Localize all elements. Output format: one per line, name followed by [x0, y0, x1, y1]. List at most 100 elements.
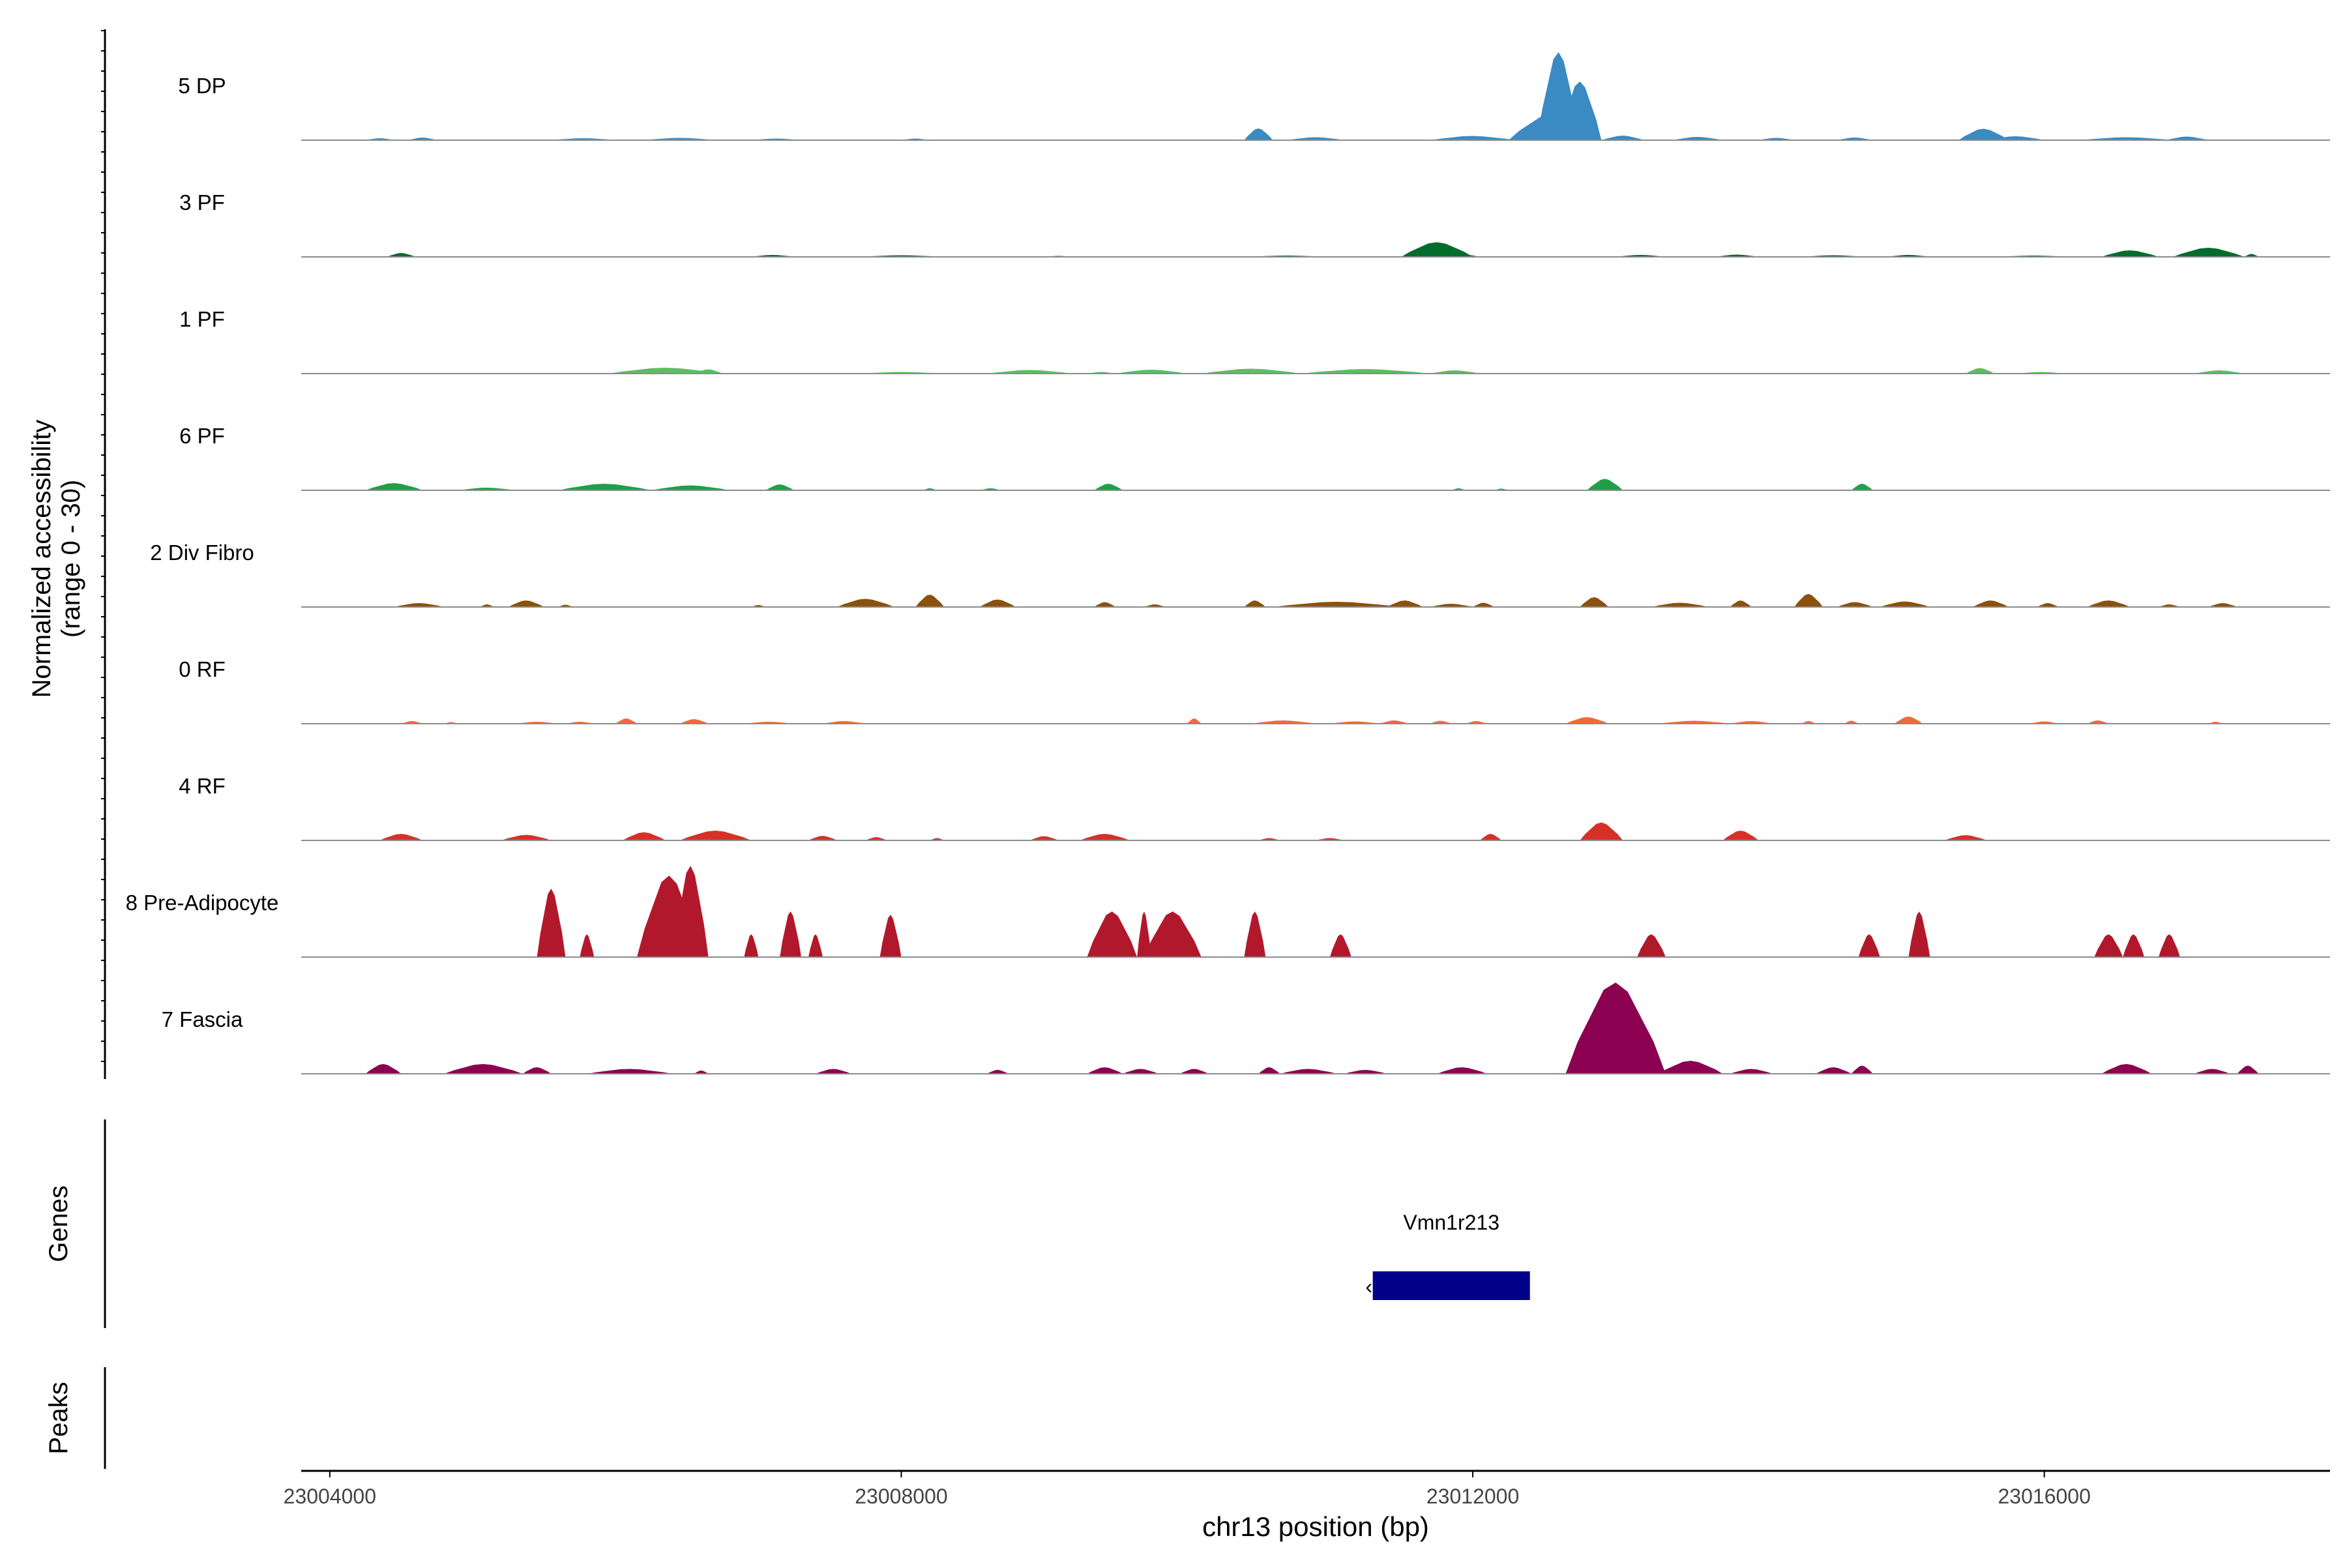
track-0-peak-6	[1244, 128, 1273, 140]
track-0-peak-13	[1672, 137, 1723, 140]
track-5-peak-11	[1380, 720, 1409, 724]
track-6-peak-13	[1722, 831, 1759, 840]
track-7-peak-14	[1858, 934, 1880, 957]
track-4-peak-14	[1473, 602, 1494, 607]
track-8-peak-20	[2194, 1069, 2230, 1074]
track-6-peak-4	[808, 836, 837, 840]
track-1-peak-13	[2172, 248, 2245, 257]
track-label-1: 3 PF	[179, 190, 225, 214]
track-8-peak-21	[2237, 1065, 2259, 1074]
track-label-8: 7 Fascia	[162, 1007, 243, 1031]
track-8-peak-7	[1087, 1067, 1123, 1074]
track-5: 0 RF	[179, 657, 2330, 724]
track-4-peak-25	[2208, 603, 2237, 607]
gene-label: Vmn1r213	[1403, 1211, 1499, 1234]
track-5-peak-5	[679, 719, 709, 724]
track-7-peak-7	[879, 915, 902, 957]
track-8-peak-1	[444, 1064, 523, 1074]
track-4-peak-7	[980, 599, 1016, 607]
x-axis-title: chr13 position (bp)	[1202, 1511, 1429, 1542]
track-1: 3 PF	[179, 190, 2330, 258]
track-7-peak-1	[580, 934, 595, 957]
track-2-peak-9	[1966, 368, 1994, 374]
track-5-peak-15	[1659, 720, 1730, 724]
track-0: 5 DP	[178, 52, 2330, 141]
track-1-peak-12	[2101, 250, 2159, 257]
track-4-peak-20	[1880, 601, 1930, 607]
track-6-peak-11	[1480, 834, 1501, 840]
track-8-peak-6	[986, 1070, 1009, 1074]
track-4-peak-22	[2037, 603, 2059, 607]
track-8-peak-2	[522, 1067, 552, 1074]
gene-annotation: Vmn1r213 ‹	[1365, 1211, 1530, 1300]
track-8-peak-18	[1851, 1065, 1873, 1074]
track-3-peak-2	[558, 484, 651, 490]
track-label-3: 6 PF	[179, 424, 225, 448]
track-1-peak-14	[2244, 254, 2259, 257]
track-1-peak-5	[1401, 242, 1473, 257]
track-8-peak-15	[1659, 1061, 1723, 1074]
track-8-peak-17	[1816, 1067, 1852, 1074]
track-4-peak-21	[1973, 600, 2009, 607]
track-4-peak-15	[1580, 597, 1609, 607]
track-4-peak-16	[1651, 602, 1709, 607]
track-2-peak-3	[986, 370, 1073, 374]
track-7-peak-12	[1329, 934, 1351, 957]
track-3: 6 PF	[179, 424, 2330, 491]
track-3-peak-3	[651, 485, 730, 490]
x-tick-label-0: 23004000	[284, 1485, 376, 1508]
genes-panel-label: Genes	[44, 1185, 73, 1262]
gene-body	[1372, 1271, 1530, 1300]
track-5-peak-14	[1565, 717, 1609, 724]
track-5-peak-8	[1187, 718, 1202, 724]
track-8-peak-0	[365, 1064, 402, 1074]
track-label-2: 1 PF	[179, 307, 225, 331]
track-0-peak-17	[1987, 136, 2044, 140]
coverage-tracks: 5 DP 3 PF 1 PF 6 PF 2 Div Fibro 0 RF 4 RF 8 Pre…	[126, 52, 2330, 1074]
track-8-peak-11	[1280, 1069, 1337, 1074]
track-6-peak-14	[1944, 835, 1987, 840]
track-6-peak-2	[623, 832, 666, 840]
x-axis-ticks: 23004000 23008000 23012000 23016000	[284, 1471, 2091, 1508]
track-0-peak-7	[1287, 137, 1344, 140]
track-7-peak-3	[672, 866, 709, 957]
track-2-peak-5	[1115, 370, 1187, 374]
track-4-peak-23	[2087, 600, 2131, 607]
track-7-peak-10	[1144, 911, 1202, 957]
track-4-peak-19	[1837, 602, 1873, 607]
track-6-peak-8	[1080, 834, 1130, 840]
x-tick-label-2: 23012000	[1426, 1485, 1519, 1508]
track-3-peak-7	[1094, 484, 1123, 490]
track-8-peak-9	[1179, 1069, 1209, 1074]
track-8-peak-14	[1565, 983, 1666, 1074]
track-0-peak-12	[1601, 136, 1645, 140]
track-label-0: 5 DP	[178, 74, 226, 98]
track-5-peak-18	[1844, 720, 1859, 724]
track-7-peak-6	[808, 934, 823, 957]
track-2-peak-8	[1430, 370, 1480, 374]
track-8-peak-19	[2101, 1064, 2152, 1074]
track-8-peak-10	[1258, 1067, 1280, 1074]
track-4-peak-11	[1273, 602, 1402, 607]
track-4-peak-2	[508, 600, 544, 607]
track-0-peak-16	[1958, 128, 2009, 140]
track-4-peak-17	[1730, 600, 1752, 607]
track-6-peak-1	[501, 835, 552, 840]
track-0-peak-19	[2166, 136, 2209, 140]
track-8-peak-5	[816, 1069, 851, 1074]
y-axis-title-line1: Normalized accessibility	[27, 420, 56, 698]
track-7-peak-0	[537, 889, 566, 957]
track-label-5: 0 RF	[179, 657, 226, 681]
track-8-peak-4	[694, 1071, 709, 1074]
track-7-peak-18	[2159, 934, 2180, 957]
track-2-peak-0	[608, 368, 723, 374]
track-2-peak-6	[1201, 368, 1302, 374]
peaks-panel-label: Peaks	[44, 1382, 73, 1454]
track-3-peak-11	[1851, 484, 1873, 490]
track-5-peak-12	[1430, 720, 1452, 724]
track-6-peak-5	[865, 837, 887, 840]
track-label-6: 4 RF	[179, 774, 226, 798]
track-2: 1 PF	[179, 307, 2330, 374]
